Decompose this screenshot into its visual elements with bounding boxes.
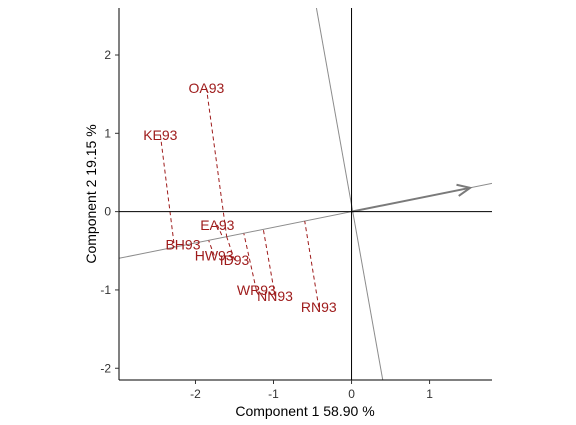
x-axis-title: Component 1 58.90 % (235, 403, 374, 419)
point-label-nn93: NN93 (257, 288, 293, 304)
projection-line-wr93 (243, 233, 257, 291)
projection-line-nn93 (262, 229, 276, 297)
y-tick-label: 0 (104, 205, 111, 219)
projection-line-rn93 (304, 220, 320, 308)
arrow-shaft (351, 186, 471, 213)
point-label-hw93: HW93 (195, 247, 234, 263)
axis-ticks: -2 -1 0 1 -2 -1 0 1 2 (100, 48, 433, 401)
projection-line-ea93 (216, 224, 224, 238)
point-label-id93: ID93 (220, 252, 250, 268)
x-tick-label: 0 (348, 387, 355, 401)
y-tick-label: -1 (100, 283, 111, 297)
arrow-head (456, 183, 473, 197)
point-label-bh93: BH93 (165, 237, 200, 253)
y-tick-label: 2 (104, 48, 111, 62)
reference-lines (119, 8, 492, 380)
point-label-ke93: KE93 (143, 127, 177, 143)
y-tick-label: -2 (100, 361, 111, 375)
y-axis-title: Component 2 19.15 % (83, 124, 99, 263)
y-tick-label: 1 (104, 126, 111, 140)
point-label-ea93: EA93 (200, 217, 234, 233)
projection-lines (159, 87, 320, 308)
point-label-rn93: RN93 (301, 299, 337, 315)
projection-line-ke93 (159, 134, 175, 247)
point-label-oa93: OA93 (188, 80, 224, 96)
x-tick-label: -1 (268, 387, 279, 401)
perpendicular-axis-line (315, 8, 384, 380)
point-label-wr93: WR93 (237, 282, 276, 298)
projection-line-hw93 (208, 240, 215, 256)
x-tick-label: 1 (426, 387, 433, 401)
x-tick-label: -2 (190, 387, 201, 401)
